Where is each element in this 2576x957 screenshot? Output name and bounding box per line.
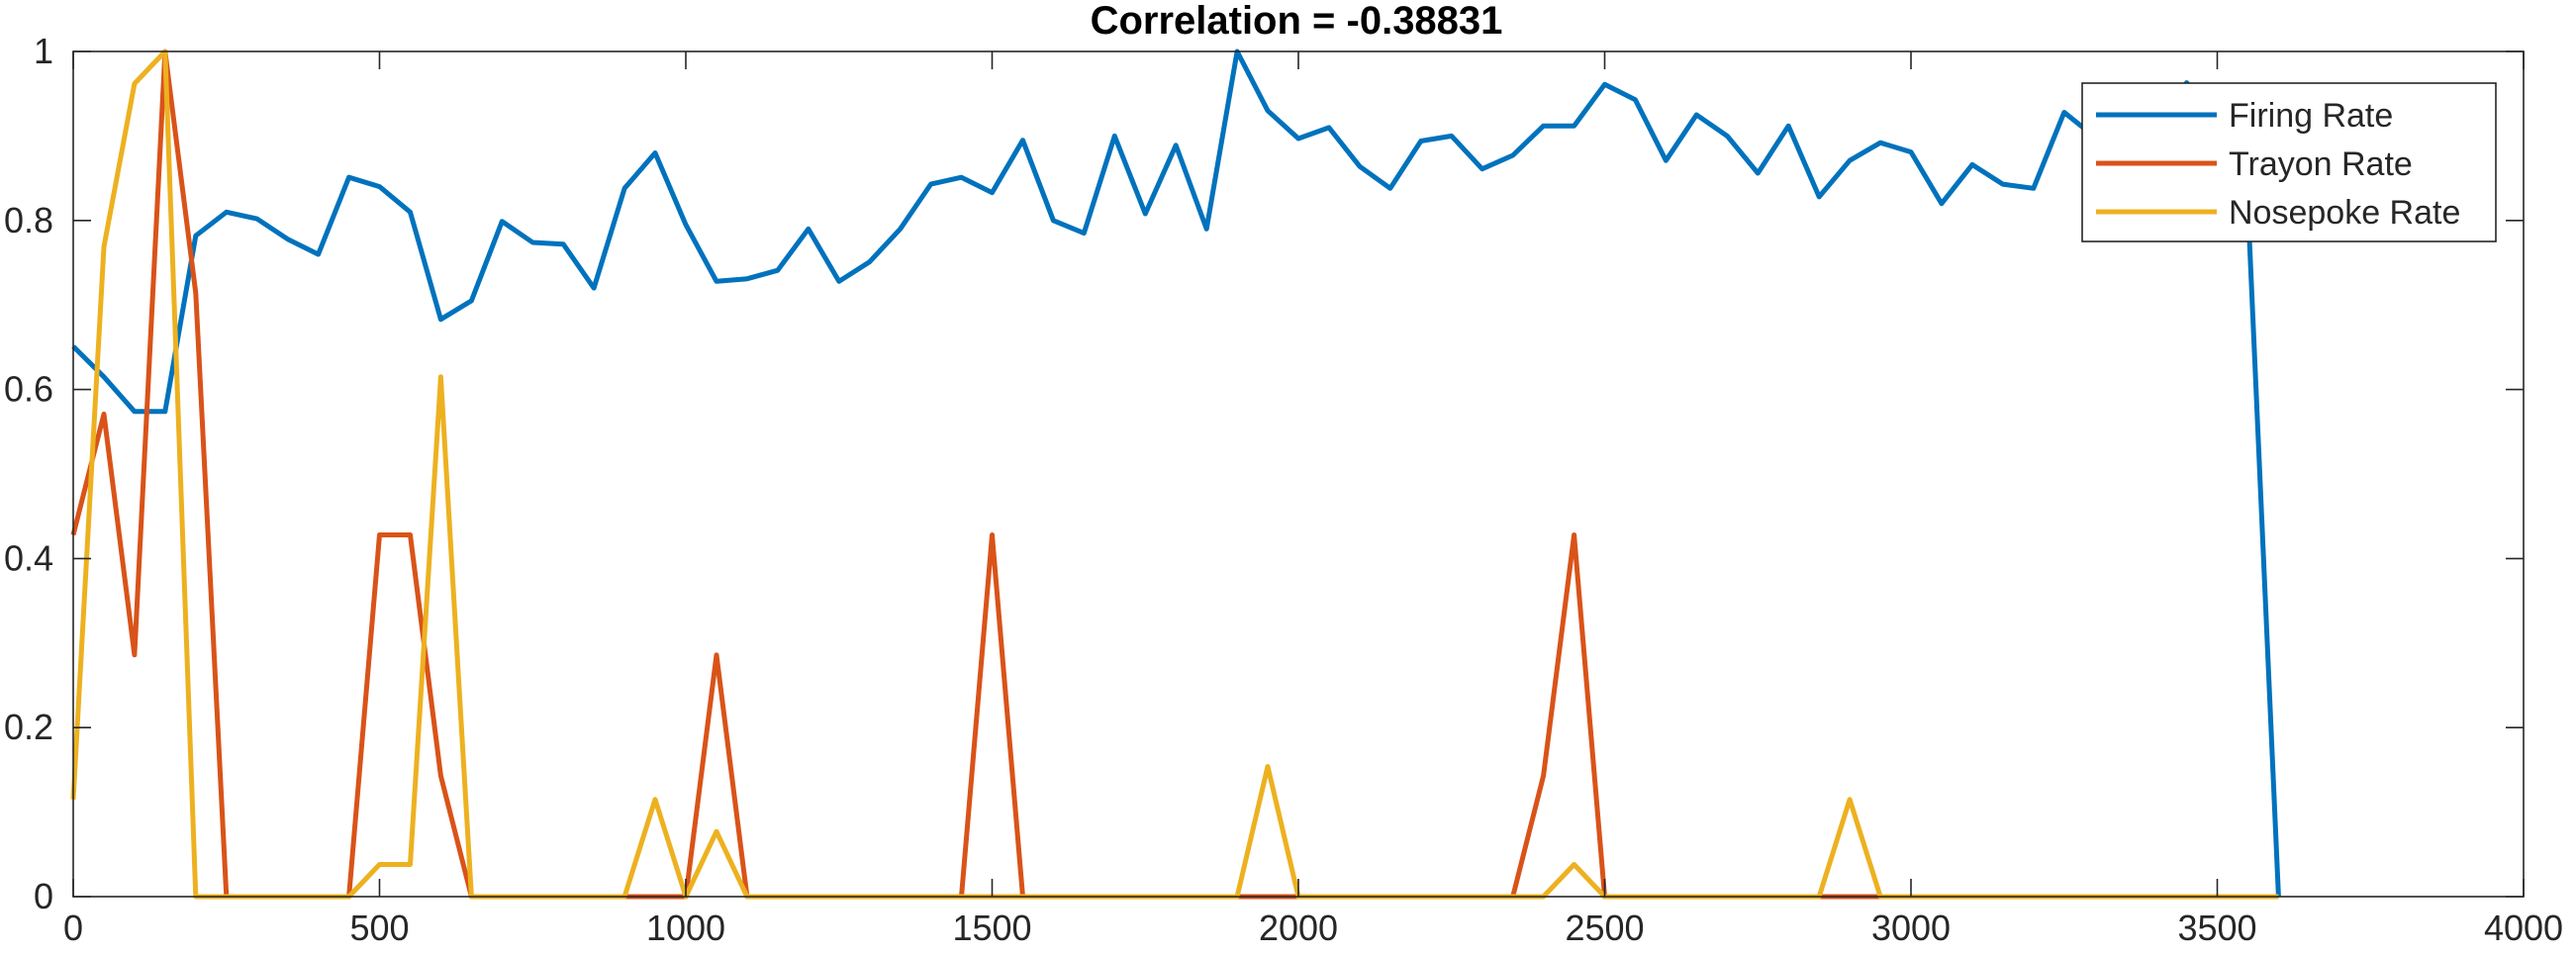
series-line-0	[71, 48, 2281, 898]
plot-area	[70, 48, 2281, 900]
y-tick-label-2: 0.4	[4, 537, 53, 578]
x-tick-label-7: 3500	[2177, 908, 2256, 948]
axes: 0 500 1000 1500 2000 2500 3000 3500 4000 0 0.2 0.4 0…	[4, 31, 2563, 948]
legend-label-2: Nosepoke Rate	[2229, 194, 2460, 232]
x-tick-label-8: 4000	[2484, 908, 2563, 948]
x-tick-label-1: 500	[349, 908, 409, 948]
series-line-1	[70, 48, 2279, 900]
legend: Firing Rate Trayon Rate Nosepoke Rate	[2081, 82, 2497, 242]
y-tick-label-3: 0.6	[4, 369, 53, 410]
x-tick-label-0: 0	[63, 908, 83, 948]
x-tick-label-5: 2500	[1565, 908, 1644, 948]
x-tick-label-4: 2000	[1259, 908, 1338, 948]
series-line-2	[70, 48, 2279, 900]
legend-label-0: Firing Rate	[2229, 97, 2393, 135]
y-tick-label-5: 1	[34, 31, 53, 71]
y-tick-label-4: 0.8	[4, 200, 53, 240]
x-tick-label-2: 1000	[646, 908, 725, 948]
x-tick-label-3: 1500	[952, 908, 1031, 948]
chart-title: Correlation = -0.38831	[1091, 0, 1503, 43]
x-tick-label-6: 3000	[1871, 908, 1951, 948]
y-tick-label-0: 0	[34, 876, 53, 916]
legend-label-1: Trayon Rate	[2229, 145, 2413, 183]
y-tick-label-1: 0.2	[4, 707, 53, 747]
